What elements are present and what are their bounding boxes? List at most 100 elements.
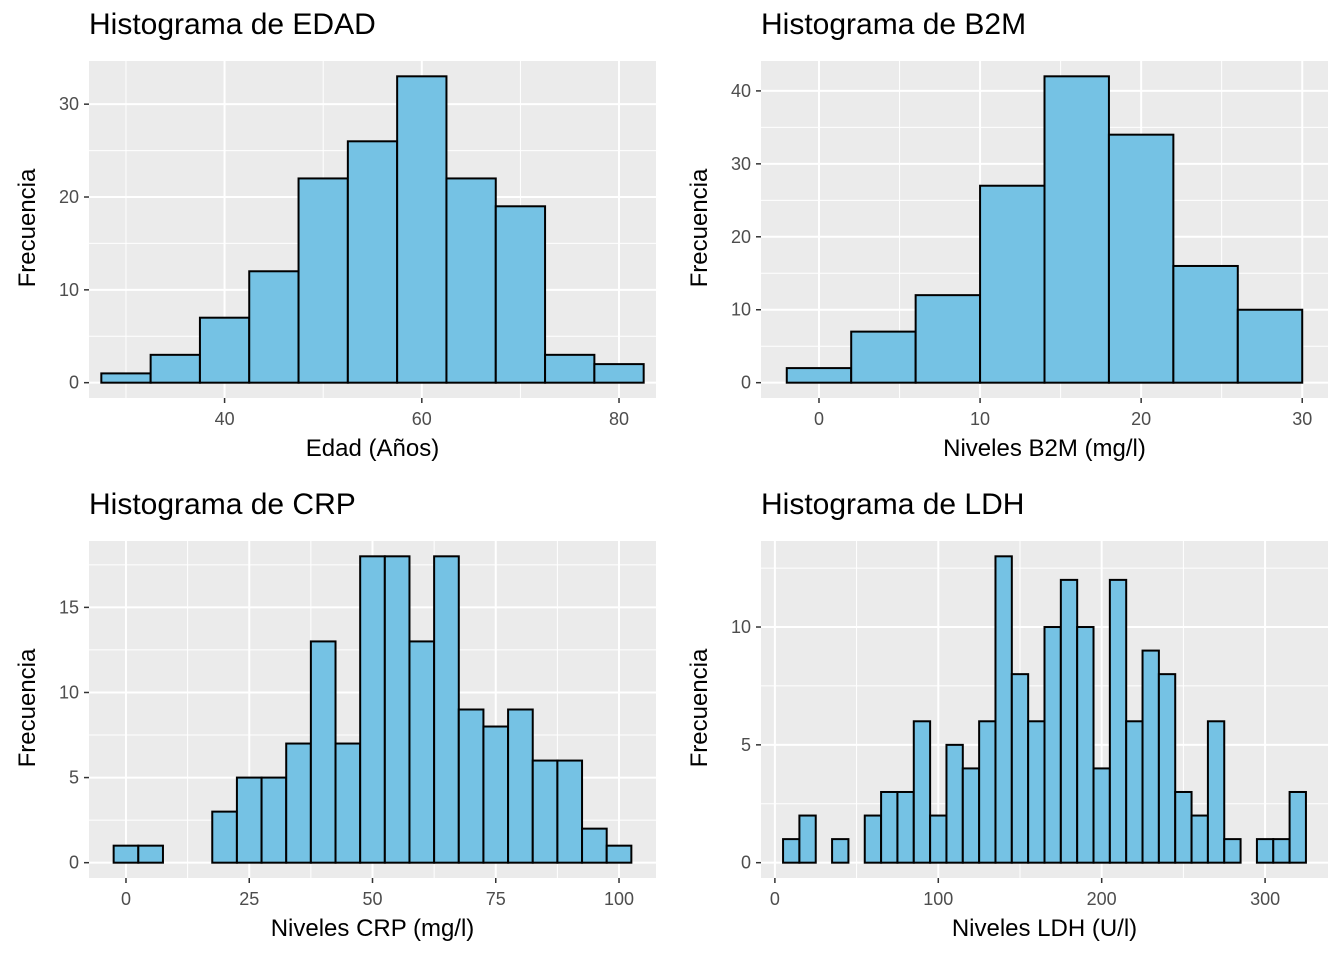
histogram-panel-edad: 40 60 80 0 10 20 30 Histograma de EDAD Edad (A… — [0, 0, 672, 480]
histogram-bar — [531, 759, 559, 864]
histogram-bar — [1059, 578, 1079, 864]
histogram-bar — [1010, 673, 1030, 864]
histogram-bar — [1172, 264, 1239, 384]
histogram-bar — [112, 844, 140, 864]
histogram-bar — [785, 367, 853, 384]
x-axis-label: Niveles LDH (U/l) — [951, 915, 1138, 942]
histogram-bar — [581, 827, 608, 864]
histogram-bar — [297, 177, 349, 384]
y-tick-label: 20 — [731, 227, 751, 247]
histogram-bar — [1255, 838, 1275, 864]
histogram-bar — [782, 838, 801, 864]
histogram-plot-crp: 0 25 50 75 100 0 5 10 15 — [59, 541, 656, 909]
x-tick-label: 25 — [239, 889, 259, 909]
histogram-bar — [211, 810, 238, 864]
x-axis-label: Niveles CRP (mg/l) — [270, 915, 475, 942]
histogram-bar — [1141, 649, 1160, 864]
histogram-bar — [1043, 75, 1110, 384]
histogram-bar — [1108, 578, 1128, 864]
histogram-bar — [850, 330, 917, 384]
x-tick-label: 200 — [1087, 889, 1117, 909]
histogram-bar — [248, 270, 300, 384]
y-tick-label: 30 — [731, 154, 751, 174]
histogram-bar — [482, 725, 510, 864]
histogram-bar — [359, 555, 386, 864]
histogram-bar — [929, 814, 948, 864]
x-tick-label: 100 — [923, 889, 953, 909]
histogram-bar — [1092, 767, 1111, 864]
histogram-bar — [880, 790, 899, 864]
x-tick-label: 80 — [609, 409, 629, 429]
x-tick-label: 40 — [215, 409, 235, 429]
y-tick-label: 15 — [59, 597, 79, 617]
histogram-bar — [863, 814, 883, 864]
histogram-bar — [1043, 626, 1062, 864]
histogram-bar — [1206, 720, 1226, 864]
x-tick-label: 0 — [770, 889, 780, 909]
histogram-bar — [396, 75, 448, 384]
x-tick-label: 100 — [604, 889, 634, 909]
histogram-bar — [1288, 790, 1307, 864]
histogram-bar — [334, 742, 362, 864]
y-axis-label: Frecuencia — [686, 168, 713, 288]
histogram-plot-edad: 40 60 80 0 10 20 30 — [59, 61, 656, 429]
y-tick-label: 10 — [59, 682, 79, 702]
histogram-bar — [445, 177, 497, 384]
histogram-plot-ldh: 0 100 200 300 0 5 10 — [731, 541, 1328, 909]
histogram-bar — [593, 363, 645, 384]
histogram-bar — [914, 294, 982, 384]
histogram-bar — [1174, 790, 1193, 864]
histogram-bar — [457, 708, 485, 864]
x-tick-label: 60 — [412, 409, 432, 429]
histogram-bar — [309, 640, 337, 864]
histogram-bar — [260, 776, 288, 864]
histogram-bar — [100, 372, 152, 384]
histogram-bar — [433, 555, 460, 864]
histogram-bar — [994, 555, 1013, 864]
histogram-bar — [285, 742, 312, 864]
histogram-bar — [1223, 838, 1242, 864]
histogram-bar — [798, 814, 817, 864]
y-tick-label: 30 — [59, 94, 79, 114]
histogram-bar — [1157, 673, 1177, 864]
histogram-bar — [408, 640, 436, 864]
y-tick-label: 10 — [731, 300, 751, 320]
y-tick-label: 40 — [731, 81, 751, 101]
y-axis-label: Frecuencia — [686, 648, 713, 768]
histogram-bar — [1107, 133, 1175, 384]
histogram-bar — [912, 720, 932, 864]
histogram-bar — [507, 708, 534, 864]
x-tick-label: 20 — [1131, 409, 1151, 429]
histogram-plot-b2m: 0 10 20 30 0 10 20 30 40 — [731, 61, 1328, 429]
chart-title: Histograma de CRP — [89, 488, 356, 521]
histogram-bar — [149, 353, 201, 384]
x-axis-label: Edad (Años) — [305, 435, 440, 462]
x-tick-label: 30 — [1292, 409, 1312, 429]
y-axis-label: Frecuencia — [14, 648, 41, 768]
y-tick-label: 10 — [731, 617, 751, 637]
histogram-bar — [831, 838, 850, 864]
histogram-bar — [1272, 838, 1291, 864]
histogram-bar — [896, 790, 915, 864]
histogram-bar — [605, 844, 633, 864]
histogram-bar — [1236, 308, 1304, 384]
histogram-bar — [1125, 720, 1144, 864]
y-axis-label: Frecuencia — [14, 168, 41, 288]
histogram-panel-crp: 0 25 50 75 100 0 5 10 15 Histograma de CRP Nivel… — [0, 480, 672, 960]
x-tick-label: 300 — [1250, 889, 1280, 909]
histogram-panel-b2m: 0 10 20 30 0 10 20 30 40 Histograma de B2M Nivel… — [672, 0, 1344, 480]
histogram-bar — [494, 205, 547, 384]
x-tick-label: 0 — [121, 889, 131, 909]
x-tick-label: 10 — [970, 409, 990, 429]
y-tick-label: 5 — [741, 735, 751, 755]
histogram-bar — [1076, 626, 1095, 864]
histogram-bar — [235, 776, 263, 864]
x-axis-label: Niveles B2M (mg/l) — [943, 435, 1146, 462]
histogram-bar — [556, 759, 584, 864]
histogram-bar — [945, 743, 964, 864]
x-tick-label: 0 — [814, 409, 824, 429]
histogram-bar — [979, 184, 1046, 384]
histogram-bar — [961, 767, 981, 864]
histogram-bar — [1027, 720, 1046, 864]
y-tick-label: 5 — [69, 768, 79, 788]
